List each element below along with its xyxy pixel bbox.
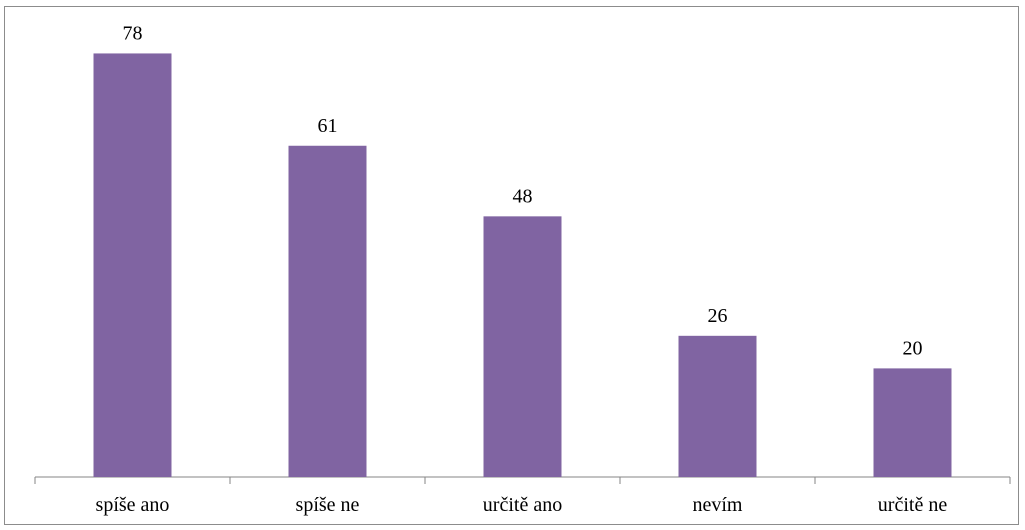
category-label: spíše ano	[96, 494, 170, 516]
data-label: 61	[318, 115, 338, 137]
category-label: určitě ano	[483, 494, 562, 516]
x-axis-ticks	[34, 477, 1011, 484]
bars-group	[93, 53, 952, 478]
bar	[873, 368, 952, 477]
data-label: 26	[708, 305, 728, 327]
data-label: 20	[903, 337, 923, 359]
category-label: určitě ne	[878, 494, 948, 516]
category-label: spíše ne	[296, 494, 360, 516]
data-label: 48	[513, 185, 533, 207]
bar	[678, 335, 757, 477]
bar	[93, 53, 172, 477]
bar	[288, 145, 367, 478]
data-labels-group: 78 61 48 26 20	[123, 22, 923, 359]
category-labels-group: spíše ano spíše ne určitě ano nevím určitě n…	[96, 494, 948, 516]
category-label: nevím	[693, 494, 743, 516]
data-label: 78	[123, 22, 143, 44]
bar	[483, 216, 562, 478]
